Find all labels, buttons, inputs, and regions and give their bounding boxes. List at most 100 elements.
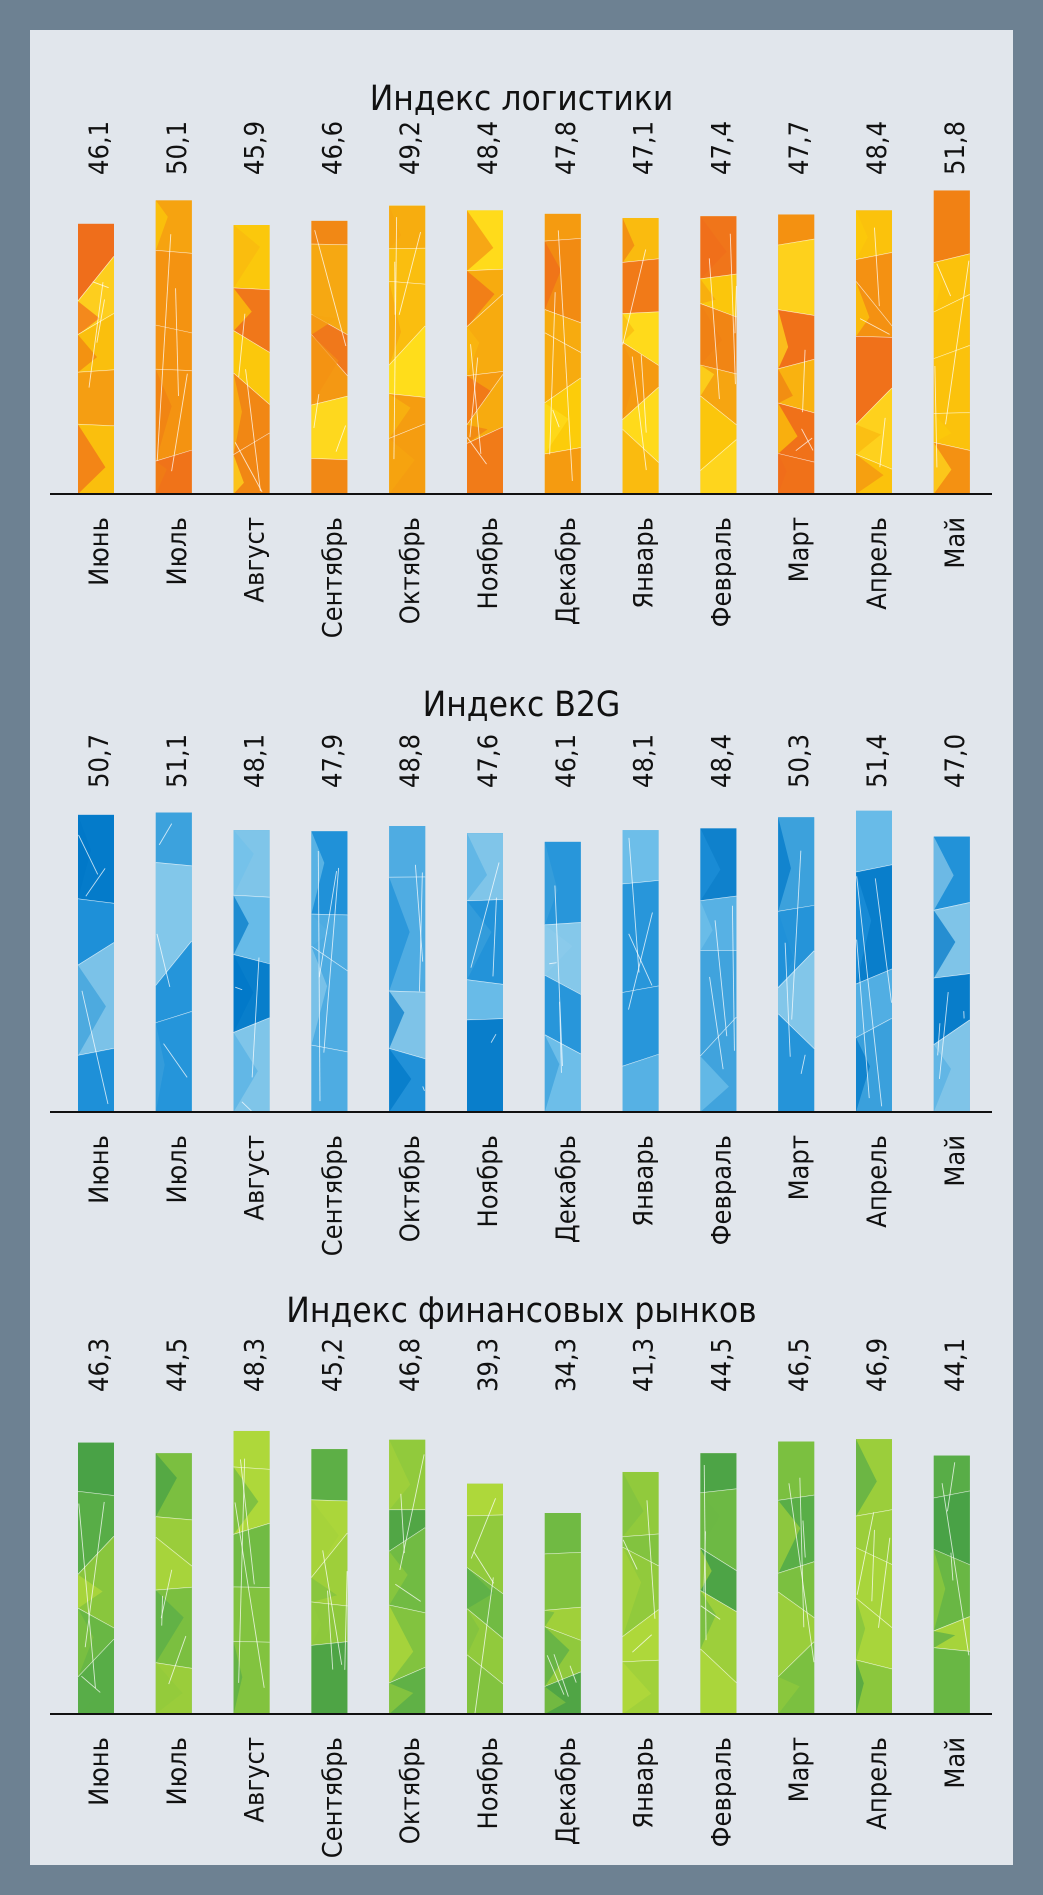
category-label: Май bbox=[940, 1737, 971, 1789]
category-label: Май bbox=[940, 1135, 971, 1187]
value-label: 47,9 bbox=[317, 734, 348, 788]
bar-Июль bbox=[155, 1453, 193, 1714]
bar-Сентябрь bbox=[311, 220, 348, 494]
bar-Январь bbox=[622, 1471, 659, 1714]
category-label: Август bbox=[240, 1135, 271, 1221]
category-label: Август bbox=[240, 1737, 271, 1823]
value-label: 47,1 bbox=[629, 121, 660, 175]
value-label: 51,4 bbox=[862, 734, 893, 788]
category-label: Октябрь bbox=[395, 517, 426, 624]
bar-Февраль bbox=[700, 216, 737, 494]
bar-Апрель bbox=[855, 810, 893, 1112]
bar-Январь bbox=[622, 830, 659, 1112]
category-label: Декабрь bbox=[551, 517, 582, 625]
bar-Февраль bbox=[700, 828, 737, 1112]
value-label: 48,4 bbox=[473, 121, 504, 175]
category-label: Июнь bbox=[84, 1135, 115, 1204]
value-label: 48,4 bbox=[862, 121, 893, 175]
value-label: 47,8 bbox=[551, 121, 582, 175]
category-label: Август bbox=[240, 517, 271, 603]
category-label: Март bbox=[784, 1135, 815, 1200]
category-label: Февраль bbox=[706, 517, 737, 627]
value-label: 46,9 bbox=[862, 1338, 893, 1392]
bar-Декабрь bbox=[544, 213, 582, 494]
value-label: 44,5 bbox=[162, 1338, 193, 1392]
value-label: 48,3 bbox=[240, 1338, 271, 1392]
bar-Январь bbox=[622, 217, 659, 494]
bar-Апрель bbox=[855, 1439, 893, 1714]
bar-Ноябрь bbox=[466, 1483, 504, 1714]
chart-panel: Индекс логистики 46,1 Июнь 50,1 Июль 45,9 Авгу… bbox=[30, 30, 1013, 1865]
bar-Май bbox=[933, 836, 971, 1112]
bar-Май bbox=[933, 190, 971, 494]
bar-Август bbox=[233, 830, 270, 1112]
value-label: 39,3 bbox=[473, 1338, 504, 1392]
bar-Ноябрь bbox=[466, 833, 504, 1112]
value-label: 47,0 bbox=[940, 734, 971, 788]
bar-Март bbox=[777, 817, 815, 1112]
bar-Март bbox=[777, 1441, 815, 1714]
value-label: 46,3 bbox=[84, 1338, 115, 1392]
category-label: Декабрь bbox=[551, 1135, 582, 1243]
bar-Сентябрь bbox=[311, 1449, 348, 1714]
value-label: 46,1 bbox=[551, 734, 582, 788]
bar-Сентябрь bbox=[311, 831, 348, 1112]
bar-Октябрь bbox=[388, 205, 426, 495]
value-label: 47,4 bbox=[706, 121, 737, 175]
bar-Август bbox=[233, 1430, 270, 1714]
value-label: 44,1 bbox=[940, 1338, 971, 1392]
bar-Октябрь bbox=[388, 1439, 426, 1714]
category-label: Ноябрь bbox=[473, 1737, 504, 1829]
category-label: Январь bbox=[629, 1135, 660, 1227]
chart-2: Индекс B2G 50,7 Июнь 51,1 Июль 48,1 Август 47,9… bbox=[50, 685, 992, 1256]
value-label: 45,2 bbox=[317, 1338, 348, 1392]
bar-Июнь bbox=[77, 814, 115, 1112]
chart-title: Индекс B2G bbox=[423, 685, 621, 725]
category-label: Апрель bbox=[862, 517, 893, 610]
value-label: 50,7 bbox=[84, 734, 115, 788]
category-label: Апрель bbox=[862, 1737, 893, 1830]
category-label: Январь bbox=[629, 1737, 660, 1829]
category-label: Март bbox=[784, 1737, 815, 1802]
chart-1: Индекс логистики 46,1 Июнь 50,1 Июль 45,9 Авгу… bbox=[50, 79, 992, 638]
category-label: Март bbox=[784, 517, 815, 582]
bar-Декабрь bbox=[544, 1513, 581, 1714]
value-label: 50,1 bbox=[162, 121, 193, 175]
value-label: 46,8 bbox=[395, 1338, 426, 1392]
value-label: 48,8 bbox=[395, 734, 426, 788]
category-label: Июль bbox=[162, 517, 193, 585]
value-label: 41,3 bbox=[629, 1338, 660, 1392]
value-label: 47,7 bbox=[784, 121, 815, 175]
category-label: Октябрь bbox=[395, 1135, 426, 1242]
value-label: 45,9 bbox=[240, 121, 271, 175]
chart-3: Индекс финансовых рынков 46,3 Июнь 44,5 Июль… bbox=[50, 1291, 992, 1858]
value-label: 46,6 bbox=[317, 121, 348, 175]
value-label: 48,1 bbox=[240, 734, 271, 788]
bar-Февраль bbox=[700, 1453, 737, 1714]
category-label: Октябрь bbox=[395, 1737, 426, 1844]
category-label: Июнь bbox=[84, 1737, 115, 1806]
bar-Июль bbox=[155, 812, 193, 1112]
category-label: Февраль bbox=[706, 1737, 737, 1847]
value-label: 46,1 bbox=[84, 121, 115, 175]
value-label: 51,8 bbox=[940, 121, 971, 175]
value-label: 46,5 bbox=[784, 1338, 815, 1392]
value-label: 51,1 bbox=[162, 734, 193, 788]
category-label: Апрель bbox=[862, 1135, 893, 1228]
bar-Октябрь bbox=[389, 826, 426, 1112]
category-label: Июль bbox=[162, 1135, 193, 1203]
value-label: 47,6 bbox=[473, 734, 504, 788]
category-label: Май bbox=[940, 517, 971, 569]
chart-title: Индекс финансовых рынков bbox=[286, 1291, 756, 1331]
category-label: Февраль bbox=[706, 1135, 737, 1245]
category-label: Сентябрь bbox=[317, 1135, 348, 1256]
bar-Март bbox=[778, 214, 815, 494]
category-label: Июль bbox=[162, 1737, 193, 1805]
charts-canvas: Индекс логистики 46,1 Июнь 50,1 Июль 45,9 Авгу… bbox=[50, 79, 992, 1858]
category-label: Декабрь bbox=[551, 1737, 582, 1845]
bar-Июнь bbox=[77, 223, 115, 494]
value-label: 48,1 bbox=[629, 734, 660, 788]
bar-Июль bbox=[155, 200, 192, 494]
value-label: 48,4 bbox=[706, 734, 737, 788]
bar-Июнь bbox=[77, 1442, 115, 1714]
